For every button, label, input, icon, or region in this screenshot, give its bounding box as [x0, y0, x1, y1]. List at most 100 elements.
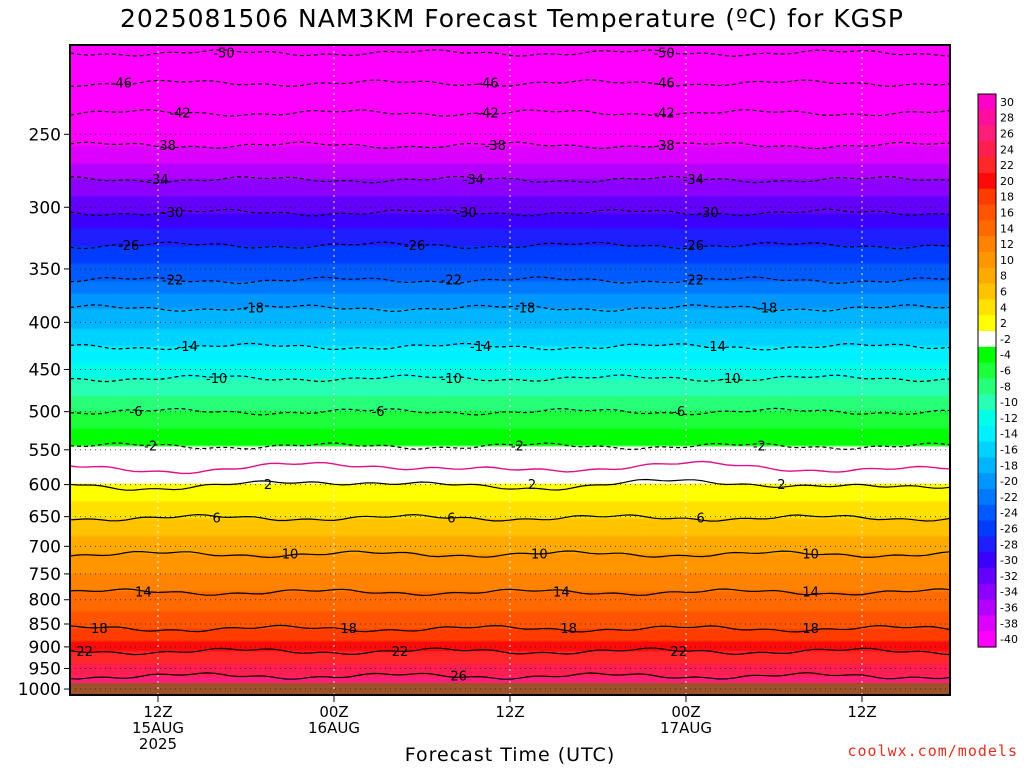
x-tick-label: 2025 — [139, 735, 177, 753]
site-credit: coolwx.com/models — [847, 742, 1018, 760]
isotherm-label: -30 — [697, 206, 718, 221]
colorbar-swatch — [978, 631, 996, 648]
colorbar-label: -32 — [1000, 570, 1018, 583]
isotherm-label: -26 — [404, 239, 425, 254]
isotherm-label: 10 — [282, 548, 299, 563]
chart-title: 2025081506 NAM3KM Forecast Temperature (… — [120, 4, 904, 33]
isotherm-label: 26 — [450, 670, 467, 685]
isotherm-line-m46 — [70, 79, 950, 88]
colorbar-swatch — [978, 236, 996, 253]
colorbar-swatch — [978, 583, 996, 601]
y-tick-label: 950 — [29, 660, 61, 680]
colorbar-swatch — [978, 204, 996, 221]
isotherm-line-m10 — [70, 374, 950, 383]
colorbar-swatch — [978, 536, 996, 553]
colorbar-label: 12 — [1000, 238, 1014, 251]
colorbar-swatch — [978, 410, 996, 427]
grid-lines — [70, 45, 950, 695]
y-tick-label: 500 — [29, 403, 61, 423]
colorbar-label: -38 — [1000, 617, 1018, 630]
colorbar-label: -2 — [1000, 333, 1011, 346]
colorbar-label: 18 — [1000, 191, 1014, 204]
isotherm-label: -10 — [441, 372, 462, 387]
colorbar-swatch — [978, 283, 996, 300]
colorbar-swatch — [978, 94, 996, 111]
colorbar-label: -40 — [1000, 633, 1018, 646]
isotherm-label: -22 — [683, 274, 704, 289]
colorbar-label: 6 — [1000, 286, 1007, 299]
colorbar-label: -26 — [1000, 523, 1018, 536]
colorbar-label: 14 — [1000, 222, 1014, 235]
isotherm-label: -42 — [653, 106, 674, 121]
colorbar-label: -12 — [1000, 412, 1018, 425]
colorbar-swatch — [978, 188, 996, 206]
colorbar-label: -22 — [1000, 491, 1018, 504]
isotherm-line-m26 — [70, 241, 950, 250]
isotherm-label: -14 — [470, 340, 491, 355]
isotherm-label: 6 — [697, 511, 705, 526]
colorbar-swatch — [978, 299, 996, 316]
colorbar-label: 16 — [1000, 207, 1014, 220]
x-tick-label: 00Z — [671, 703, 700, 721]
colorbar-swatch — [978, 346, 996, 364]
colorbar-label: -34 — [1000, 586, 1018, 599]
isotherm-label: 6 — [213, 511, 221, 526]
isotherm-label: 2 — [264, 478, 272, 493]
isotherm-line-m14 — [70, 342, 950, 351]
colorbar-label: 28 — [1000, 112, 1014, 125]
colorbar-frame — [977, 93, 997, 648]
isotherm-labels: -50 -50 -46 -46 -46 -42 -42 -42 -38 -38 -38 -34 -34 -… — [76, 46, 819, 684]
y-tick-label: 400 — [29, 313, 61, 333]
colorbar-swatch — [978, 220, 996, 237]
isotherm-label: -34 — [683, 173, 704, 188]
colorbar-swatch — [978, 362, 996, 379]
isotherm-line-m42 — [70, 109, 950, 117]
colorbar-swatch — [978, 141, 996, 158]
isotherm-label: -42 — [169, 106, 190, 121]
colorbar-swatch — [978, 473, 996, 490]
y-tick-label: 450 — [29, 361, 61, 381]
colorbar-swatch — [978, 441, 996, 458]
isotherm-label: -38 — [155, 139, 176, 154]
isotherm-label: 22 — [670, 645, 687, 660]
colorbar-label: -20 — [1000, 475, 1018, 488]
isotherm-label: 10 — [531, 548, 548, 563]
y-tick-label: 600 — [29, 476, 61, 496]
colorbar-swatch — [978, 615, 996, 632]
colorbar-swatch — [978, 267, 996, 285]
y-tick-label: 750 — [29, 565, 61, 585]
colorbar-swatch — [978, 173, 996, 190]
isotherm-label: -34 — [147, 173, 168, 188]
colorbar-swatch — [978, 378, 996, 395]
colorbar-swatch — [978, 489, 996, 506]
y-tick-label: 350 — [29, 260, 61, 280]
isotherm-line-m2 — [70, 442, 950, 451]
colorbar-label: 8 — [1000, 270, 1007, 283]
colorbar-swatch — [978, 315, 996, 332]
isotherm-label: -2 — [753, 440, 766, 455]
colorbar-swatch — [978, 520, 996, 537]
colorbar-label: -30 — [1000, 554, 1018, 567]
colorbar-swatch — [978, 394, 996, 411]
isotherm-label: -14 — [177, 340, 198, 355]
colorbar-label: 10 — [1000, 254, 1014, 267]
isotherm-label: 18 — [340, 622, 357, 637]
isotherm-label: -46 — [653, 77, 674, 92]
isotherm-label: -34 — [463, 173, 484, 188]
isotherm-line-m38 — [70, 141, 950, 150]
colorbar-label: -4 — [1000, 349, 1011, 362]
colorbar-swatch — [978, 599, 996, 616]
x-tick-label: 12Z — [847, 703, 876, 721]
isotherm-label: 2 — [777, 478, 785, 493]
isotherm-label: -46 — [111, 77, 132, 92]
y-tick-label: 900 — [29, 638, 61, 658]
colorbar-label: 22 — [1000, 159, 1014, 172]
isotherm-label: -10 — [206, 372, 227, 387]
colorbar-swatch — [978, 125, 996, 142]
isotherm-line-m50 — [70, 49, 950, 57]
colorbar-label: -24 — [1000, 507, 1018, 520]
x-axis-title: Forecast Time (UTC) — [404, 744, 616, 766]
isotherm-line-0 — [70, 460, 950, 475]
isotherm-label: -46 — [477, 77, 498, 92]
